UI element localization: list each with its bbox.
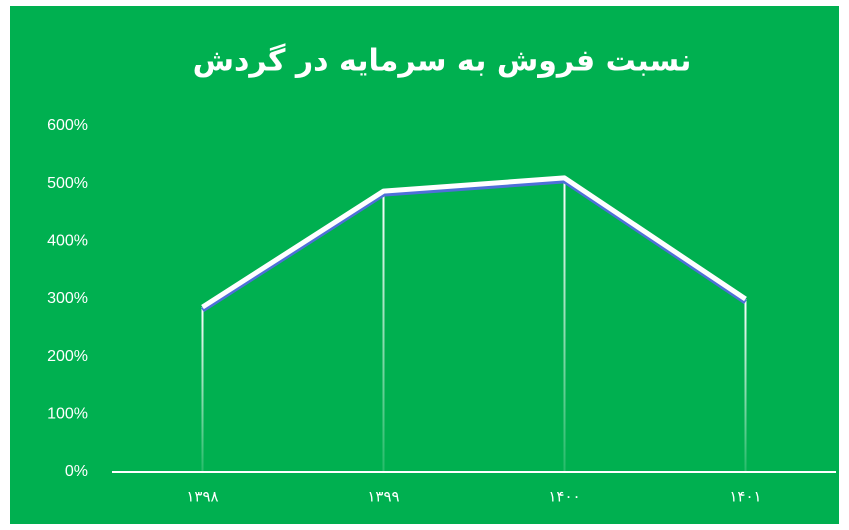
line [201, 175, 747, 310]
drop-line [382, 191, 385, 472]
y-tick-label: 100% [47, 406, 88, 423]
y-tick-label: 0% [65, 463, 88, 480]
x-tick-label: ۱۴۰۰ [548, 488, 580, 506]
x-tick-label: ۱۳۹۹ [367, 488, 399, 506]
y-tick-label: 200% [47, 348, 88, 365]
drop-line [744, 299, 747, 472]
x-tick-label: ۱۴۰۱ [729, 488, 761, 506]
x-tick-label: ۱۳۹۸ [186, 488, 218, 506]
y-tick-label: 600% [47, 117, 88, 134]
y-tick-label: 500% [47, 175, 88, 192]
chart-title: نسبت فروش به سرمایه در گردش [193, 43, 692, 79]
y-tick-label: 400% [47, 233, 88, 250]
y-tick-label: 300% [47, 290, 88, 307]
chart-background [10, 6, 839, 524]
drop-line [563, 177, 566, 472]
drop-line [201, 307, 204, 472]
